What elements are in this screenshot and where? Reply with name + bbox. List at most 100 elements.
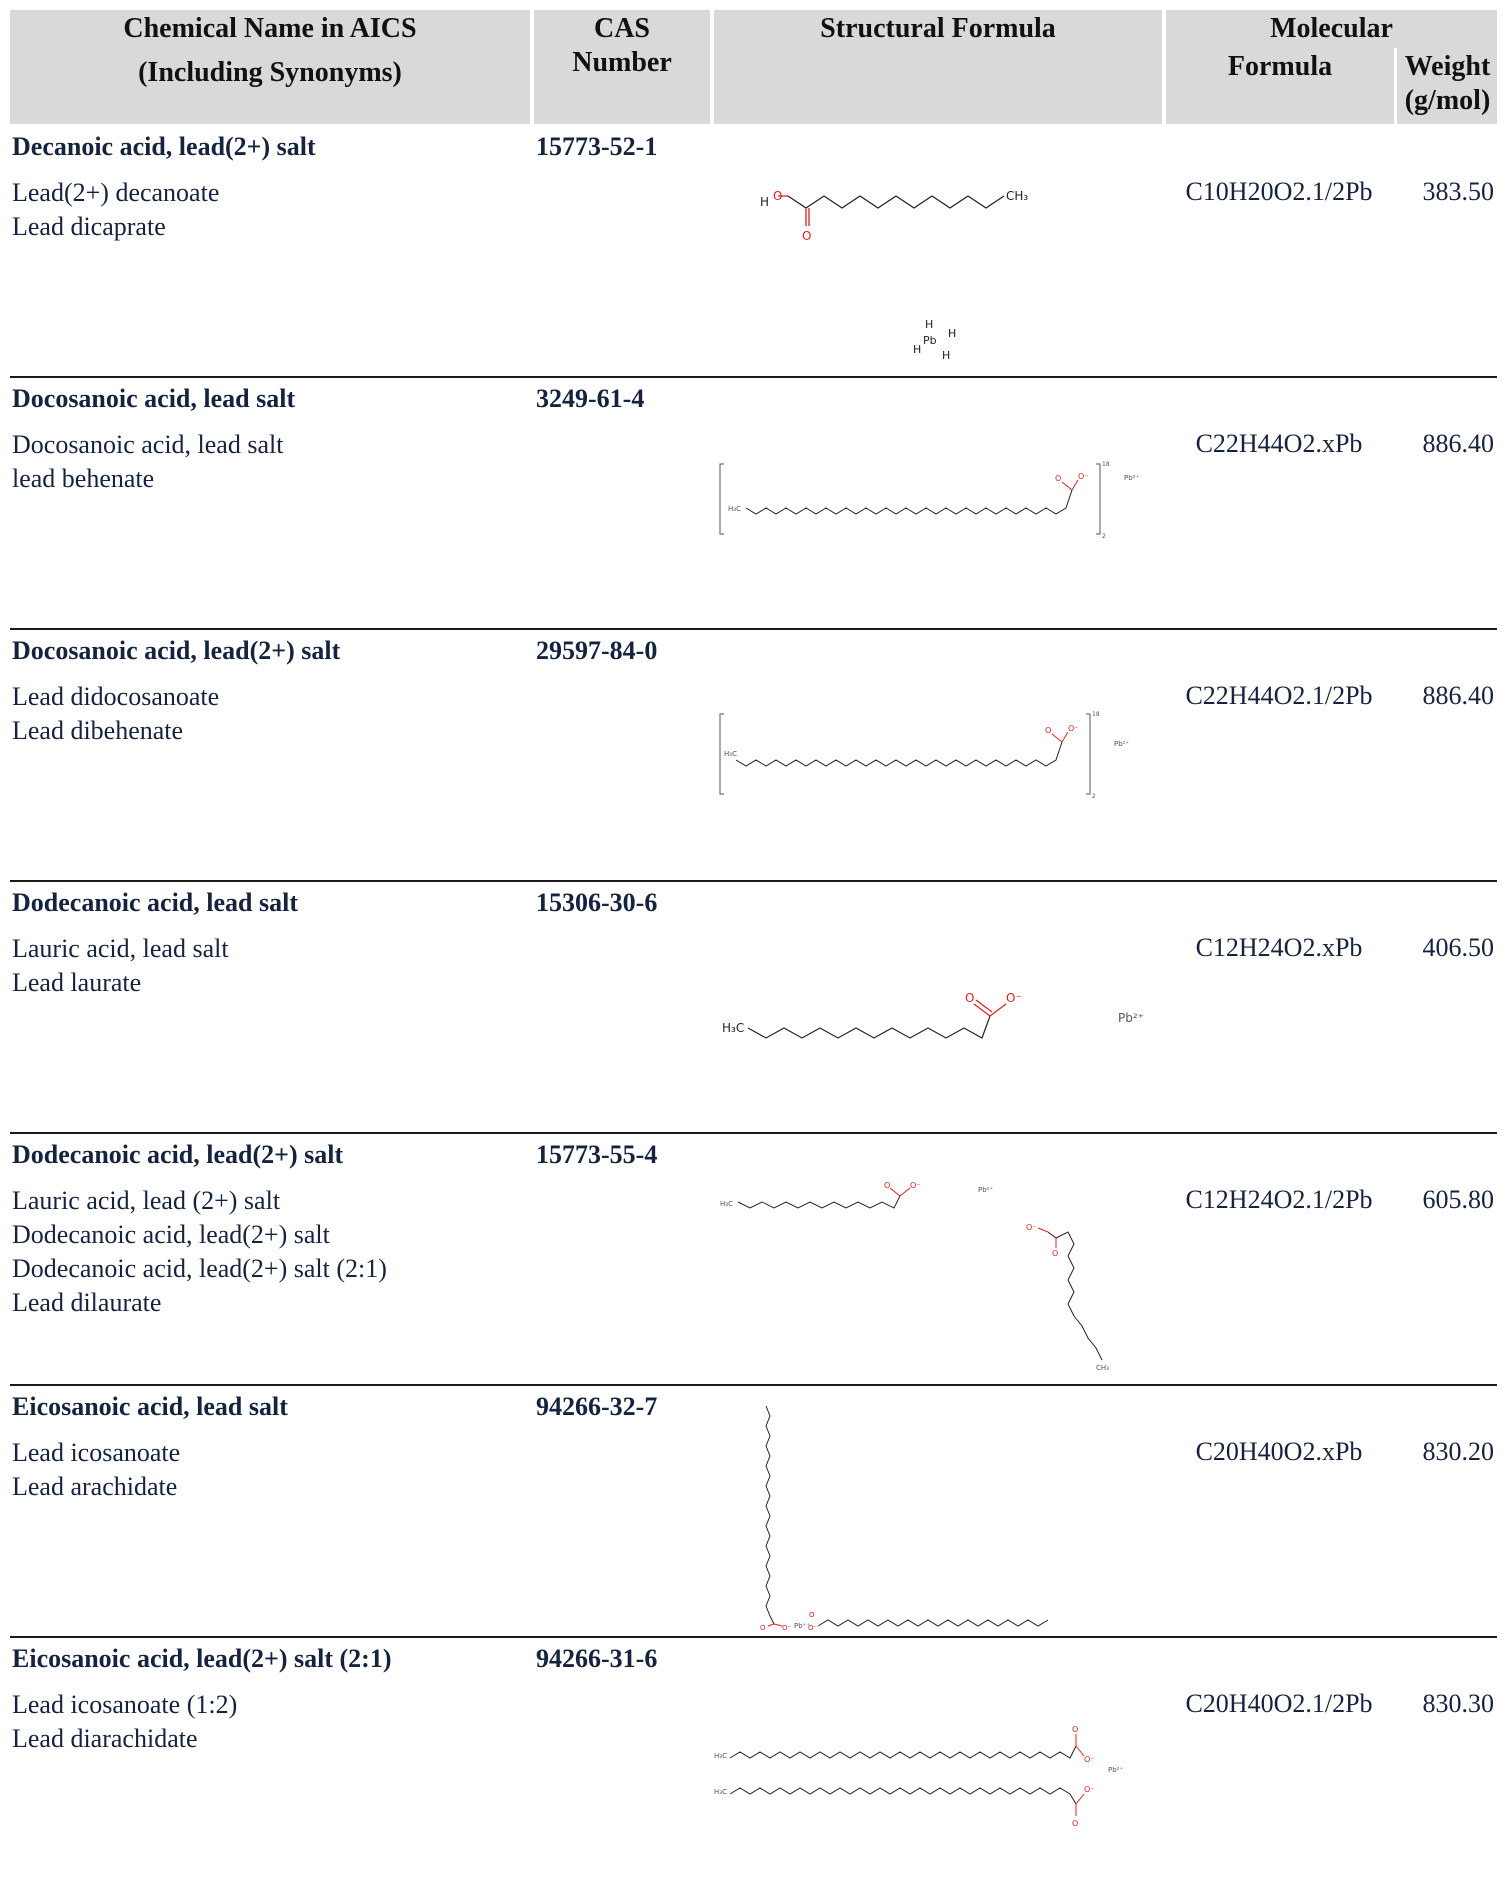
row-divider [10, 628, 1497, 630]
molecular-weight: 406.50 [1422, 933, 1495, 962]
structural-formula: O O⁻ Pb⁺⁺ O O⁻ [710, 1386, 1166, 1634]
atom-h: H [948, 327, 956, 340]
header-structure: Structural Formula [820, 13, 1056, 44]
molecular-formula: C22H44O2.xPb [1195, 429, 1363, 458]
molecular-weight: 886.40 [1422, 681, 1495, 710]
atom-h3c: H₃C [714, 1752, 727, 1760]
synonyms: Lauric acid, lead (2+) salt Dodecanoic a… [12, 1184, 387, 1320]
atom-o-minus: O⁻ [1068, 724, 1079, 733]
structural-formula: H₃C O O⁻ 18 2 Pb²⁺ [710, 630, 1166, 878]
repeat-count: 2 [1092, 793, 1096, 800]
atom-o: O [809, 1611, 815, 1619]
carbon-chain [747, 1015, 991, 1039]
header-structure-cell: Structural Formula [714, 10, 1162, 124]
chemical-name: Decanoic acid, lead(2+) salt [12, 132, 316, 161]
synonym: Lead laurate [12, 968, 142, 997]
table-row: Docosanoic acid, lead salt 3249-61-4 Doc… [10, 376, 1497, 628]
synonym: Lead(2+) decanoate [12, 178, 220, 207]
atom-h3c: H₃C [728, 505, 741, 513]
chemical-name: Dodecanoic acid, lead salt [12, 888, 298, 917]
synonym: Lead icosanoate (1:2) [12, 1690, 238, 1719]
synonyms: Lauric acid, lead salt Lead laurate [12, 932, 229, 1000]
carbon-chain [735, 741, 1063, 767]
synonym: Lead dicaprate [12, 212, 166, 241]
cas-number: 15773-52-1 [536, 132, 658, 161]
molecular-formula: C12H24O2.1/2Pb [1185, 1185, 1373, 1214]
atom-o: O [1072, 1725, 1078, 1734]
atom-pb2: Pb²⁺ [1114, 740, 1129, 748]
header-name-line2: (Including Synonyms) [138, 57, 402, 88]
row-divider [10, 1384, 1497, 1386]
molecular-formula: C20H40O2.1/2Pb [1185, 1689, 1373, 1718]
atom-o: O [760, 1624, 766, 1632]
synonym: Lead icosanoate [12, 1438, 181, 1467]
header-divider [1394, 48, 1397, 124]
header-cas-cell: CAS Number [534, 10, 710, 124]
carbon-chain [737, 1195, 901, 1209]
atom-h3c: H₃C [722, 1021, 744, 1035]
molecular-weight: 830.30 [1422, 1689, 1495, 1718]
atom-o-minus: O⁻ [1078, 472, 1089, 481]
synonyms: Lead didocosanoate Lead dibehenate [12, 680, 219, 748]
header-weight-line1: Weight [1404, 51, 1491, 82]
synonym: Lead dilaurate [12, 1288, 162, 1317]
atom-h3c: H₃C [724, 750, 737, 758]
header-cas-line1: CAS [593, 13, 650, 44]
synonyms: Docosanoic acid, lead salt lead behenate [12, 428, 283, 496]
cas-number: 29597-84-0 [536, 636, 658, 665]
header-name-cell: Chemical Name in AICS (Including Synonym… [10, 10, 530, 124]
atom-h: H [913, 343, 921, 356]
table-row: Eicosanoic acid, lead salt 94266-32-7 Le… [10, 1384, 1497, 1636]
header-formula: Formula [1227, 51, 1333, 82]
atom-o: O [802, 229, 811, 243]
cas-number: 94266-32-7 [536, 1392, 658, 1421]
carbon-chain [745, 489, 1073, 515]
atom-ch3: CH₃ [1096, 1364, 1109, 1372]
atom-h: H [942, 349, 950, 362]
structural-formula: H₃C O O⁻ Pb²⁺ H₃C O⁻ O [710, 1638, 1166, 1886]
table-row: Dodecanoic acid, lead(2+) salt 15773-55-… [10, 1132, 1497, 1384]
atom-h: H [925, 318, 933, 331]
carbon-chain [729, 1787, 1077, 1805]
chemical-name: Eicosanoic acid, lead salt [12, 1392, 288, 1421]
cas-number: 15306-30-6 [536, 888, 658, 917]
table-row: Eicosanoic acid, lead(2+) salt (2:1) 942… [10, 1636, 1497, 1888]
atom-pb2: Pb²⁺ [1118, 1011, 1144, 1025]
carbon-chain [729, 1745, 1077, 1759]
chemical-name: Eicosanoic acid, lead(2+) salt (2:1) [12, 1644, 392, 1673]
structural-formula: H₃C O O⁻ Pb²⁺ [710, 882, 1166, 1130]
structural-formula: H₃C O O⁻ 18 2 Pb²⁺ [710, 378, 1166, 626]
table-row: Docosanoic acid, lead(2+) salt 29597-84-… [10, 628, 1497, 880]
atom-o: O [884, 1181, 890, 1190]
molecular-weight: 830.20 [1422, 1437, 1495, 1466]
header-molecular-cell: Molecular Formula Weight (g/mol) [1166, 10, 1497, 124]
carbon-chain [787, 195, 1005, 209]
synonym: Lead dibehenate [12, 716, 184, 745]
atom-pb2: Pb²⁺ [1108, 1766, 1123, 1774]
molecular-weight: 605.80 [1422, 1185, 1495, 1214]
synonym: Dodecanoic acid, lead(2+) salt (2:1) [12, 1254, 387, 1283]
atom-pb: Pb⁺⁺ [794, 1622, 810, 1630]
header-weight-line2: (g/mol) [1404, 85, 1491, 116]
carbon-chain [1047, 1231, 1103, 1361]
atom-o: O [965, 991, 974, 1005]
molecular-weight: 886.40 [1422, 429, 1495, 458]
synonyms: Lead icosanoate (1:2) Lead diarachidate [12, 1688, 237, 1756]
synonym: Lauric acid, lead (2+) salt [12, 1186, 281, 1215]
molecular-formula: C22H44O2.1/2Pb [1185, 681, 1373, 710]
atom-o-minus: O⁻ [1084, 1785, 1095, 1794]
atom-o: O [1072, 1819, 1078, 1828]
atom-o-minus: O⁻ [1026, 1223, 1037, 1232]
structural-formula: O O H CH₃ H Pb H H H [710, 126, 1166, 374]
atom-o: O [1045, 726, 1051, 735]
atom-pb2: Pb²⁺ [1124, 474, 1139, 482]
molecular-formula: C10H20O2.1/2Pb [1185, 177, 1373, 206]
chemical-name: Docosanoic acid, lead salt [12, 384, 296, 413]
repeat-count: 18 [1092, 711, 1100, 718]
synonym: lead behenate [12, 464, 155, 493]
repeat-count: 18 [1102, 461, 1110, 468]
molecular-weight: 383.50 [1422, 177, 1495, 206]
cas-number: 94266-31-6 [536, 1644, 658, 1673]
atom-h3c: H₃C [720, 1200, 733, 1208]
molecular-formula: C12H24O2.xPb [1195, 933, 1363, 962]
